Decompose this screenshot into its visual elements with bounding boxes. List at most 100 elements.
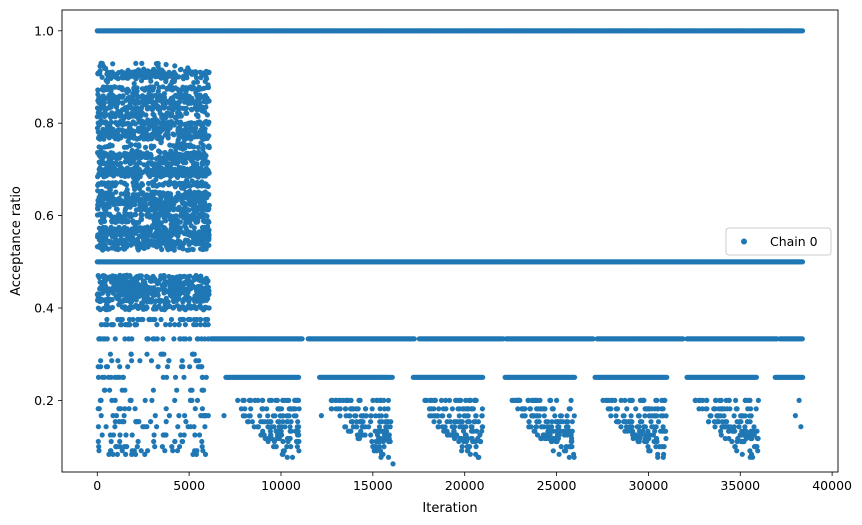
data-point [194,219,201,225]
data-point [181,215,187,221]
data-point [135,128,141,134]
data-point [95,135,102,141]
data-point [107,240,113,246]
data-point [176,227,183,233]
data-point [164,129,170,135]
data-point [151,189,157,195]
data-point [117,151,123,157]
data-point [192,133,198,139]
data-point [171,199,177,205]
data-point [299,336,305,342]
data-point [205,121,211,127]
data-point [188,223,194,229]
data-point [147,168,153,174]
data-point [799,28,806,34]
data-point [203,104,209,110]
data-point [189,107,195,113]
data-point [153,171,159,177]
data-point [154,244,160,250]
data-point [110,171,116,177]
data-point [158,220,164,226]
data-point [188,136,194,142]
data-point [179,165,185,171]
data-point [159,115,165,121]
data-point [161,91,167,97]
data-point [118,191,124,197]
data-point [184,71,190,77]
data-point [108,125,114,131]
data-point [121,116,127,122]
data-point [122,159,128,165]
data-point [179,185,185,191]
data-point [137,207,143,213]
data-point [114,94,120,100]
data-point [154,81,160,87]
data-point [150,179,156,185]
data-point [135,100,141,106]
data-point [148,78,154,84]
data-point [194,209,200,215]
data-point [141,133,147,139]
data-point [100,93,106,99]
data-point [142,226,148,232]
data-point [95,273,101,279]
data-point [186,196,192,203]
data-point [186,232,192,238]
data-point [126,230,132,236]
data-point [96,181,103,187]
data-point [98,168,104,174]
data-point [102,65,108,71]
data-point [205,144,211,150]
data-point [111,226,117,232]
data-point [572,374,578,380]
data-point [205,82,211,88]
data-point [187,188,193,194]
data-point [195,114,201,120]
data-point [105,291,111,297]
data-point [163,166,169,172]
data-point [145,117,151,123]
data-point [206,305,212,311]
data-point [199,246,205,252]
data-point [106,135,112,141]
data-point [186,240,192,246]
data-point [145,136,151,142]
data-point [175,233,181,239]
data-point [480,374,486,380]
data-point [132,121,138,127]
data-point [160,84,166,90]
data-point [127,72,133,78]
data-point [195,144,201,150]
data-point [182,121,188,127]
data-point [183,110,189,116]
data-point [110,61,116,67]
data-point [166,202,172,208]
data-point [167,142,173,148]
data-point [206,206,212,212]
data-point [148,144,154,150]
data-point [131,239,137,245]
data-point [139,60,145,66]
data-point [98,219,104,225]
data-point [156,182,162,188]
data-point [188,152,194,158]
data-point [200,146,206,152]
data-point [198,86,204,92]
data-point [125,198,131,204]
data-point [191,162,198,168]
data-point [119,236,125,242]
data-point [118,198,124,204]
data-point [168,101,174,107]
data-point [124,129,130,135]
data-point [181,240,187,246]
data-point [199,72,205,78]
data-point [151,66,157,72]
data-point [194,79,200,85]
data-point [99,74,105,80]
data-point [162,149,168,156]
data-point [178,113,184,119]
data-point [799,336,805,342]
data-point [128,211,134,217]
data-point [114,206,120,212]
data-point [150,105,156,111]
